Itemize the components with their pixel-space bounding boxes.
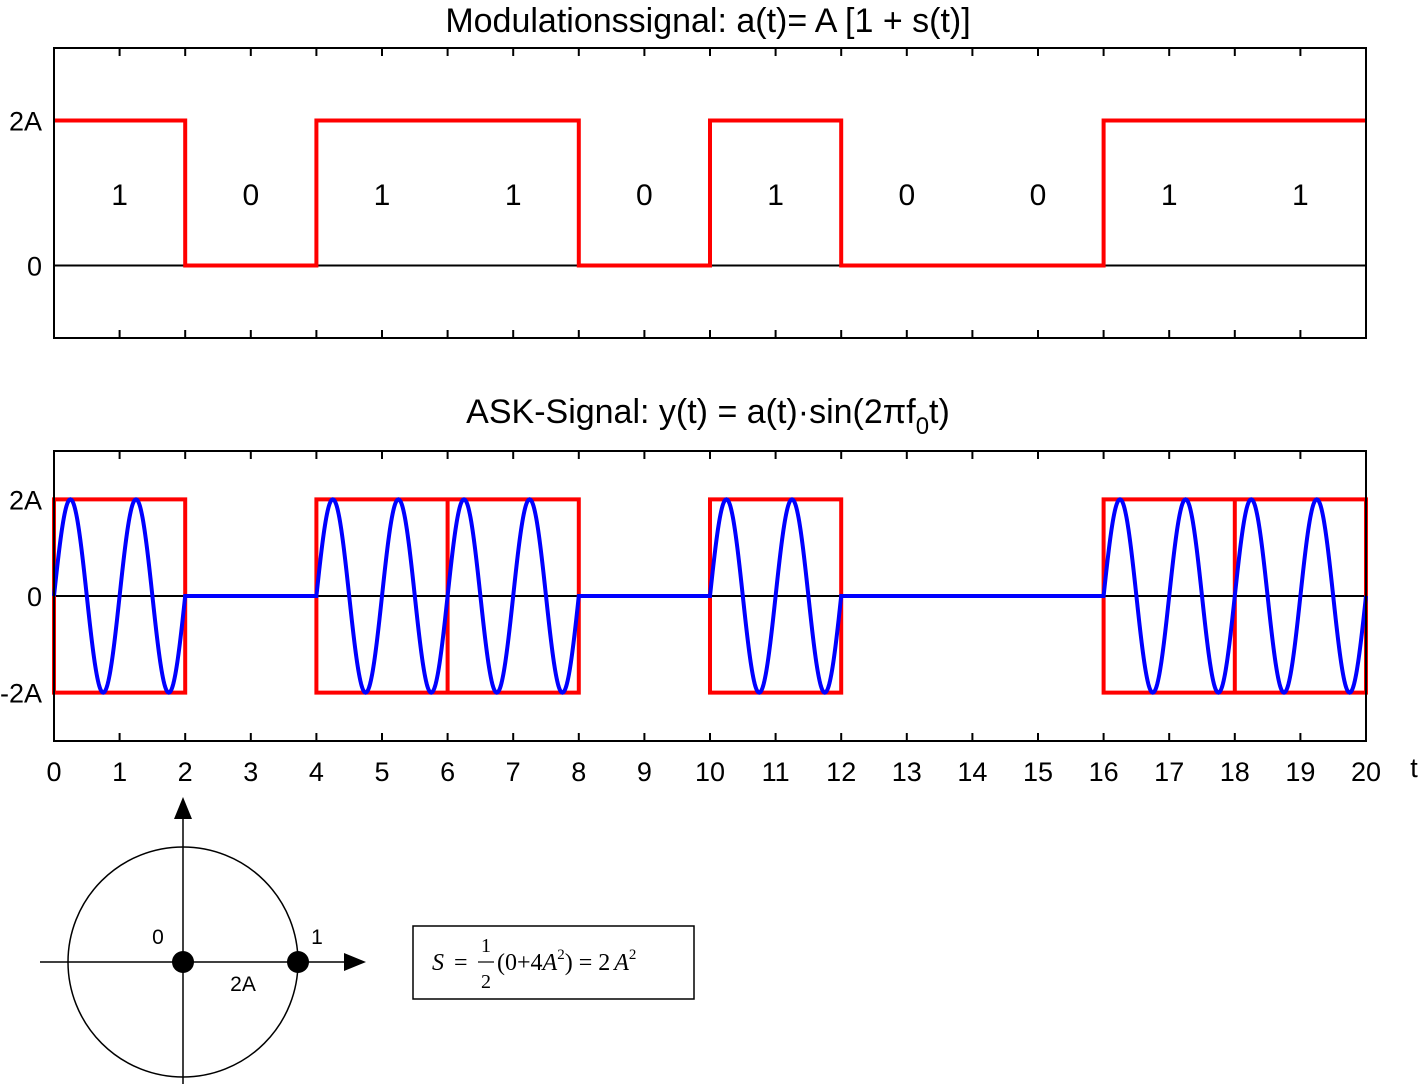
bottom-chart-title: ASK-Signal: y(t) = a(t)·sin(2πf0t): [466, 393, 950, 440]
modulation-signal-chart: 1 0 1 1 0 1 0 0 1 1 2A 0: [9, 47, 1367, 339]
formula-rhs-a: A: [612, 950, 629, 976]
point-1-label: 1: [311, 926, 323, 949]
x-tick-label-20: 20: [1351, 757, 1381, 787]
x-tick-label-14: 14: [957, 757, 987, 787]
real-axis-arrowhead: [344, 953, 366, 971]
x-tick-label-13: 13: [892, 757, 922, 787]
x-tick-label-2: 2: [178, 757, 193, 787]
x-tick-label-0: 0: [46, 757, 61, 787]
constellation-point-1: [287, 951, 309, 973]
top-plot-frame: [53, 47, 1367, 339]
formula-paren-close: ): [565, 950, 573, 976]
formula-rhs-sup: 2: [629, 947, 637, 963]
ask-carrier-line: [52, 497, 1368, 695]
formula-a: A: [541, 950, 558, 976]
x-tick-label-1: 1: [112, 757, 127, 787]
top-axis-ticks: [53, 48, 1367, 338]
x-tick-label-9: 9: [637, 757, 652, 787]
bottom-title-subscript: 0: [916, 413, 929, 440]
x-tick-label-17: 17: [1154, 757, 1184, 787]
bit-label-1: 0: [242, 179, 259, 212]
bit-label-7: 0: [1030, 179, 1047, 212]
top-y-tick-labels: 2A 0: [9, 107, 42, 282]
formula-sup: 2: [557, 947, 565, 963]
bottom-y-tick-label-2: -2A: [0, 679, 42, 709]
bottom-plot-frame: [53, 450, 1367, 742]
power-formula: S = 1 2 (0+4A2) = 2 A2: [412, 925, 695, 1000]
formula-box-frame: [412, 925, 695, 1000]
bit-labels: 1 0 1 1 0 1 0 0 1 1: [111, 179, 1308, 212]
bottom-title-tail: t): [929, 393, 950, 431]
formula-equals: =: [454, 950, 468, 976]
x-tick-label-6: 6: [440, 757, 455, 787]
bottom-y-tick-labels: 2A 0 -2A: [0, 485, 42, 708]
distance-label: 2A: [230, 973, 256, 996]
top-y-tick-label-0: 2A: [9, 107, 42, 137]
x-tick-label-5: 5: [374, 757, 389, 787]
formula-paren-open: (0+4: [497, 950, 543, 976]
bit-label-2: 1: [374, 179, 391, 212]
bit-label-8: 1: [1161, 179, 1178, 212]
formula-lhs: S: [432, 950, 444, 976]
constellation-point-0: [172, 951, 194, 973]
bit-label-0: 1: [111, 179, 128, 212]
formula-rhs: 2: [598, 950, 610, 976]
modulation-signal-line: [54, 118, 1366, 268]
imag-axis-arrowhead: [174, 797, 192, 819]
formula-numerator: 1: [481, 935, 491, 957]
constellation-diagram: 0 1 2A: [40, 797, 366, 1084]
formula-paren: (0+4A2) = 2 A2: [497, 947, 636, 976]
x-tick-label-16: 16: [1089, 757, 1119, 787]
bottom-y-tick-label-0: 2A: [9, 485, 42, 515]
formula-equals-2: =: [579, 950, 593, 976]
x-tick-label-11: 11: [762, 757, 790, 787]
point-0-label: 0: [152, 926, 164, 949]
x-tick-label-19: 19: [1285, 757, 1315, 787]
formula-denominator: 2: [481, 971, 491, 993]
x-tick-label-3: 3: [243, 757, 258, 787]
x-tick-label-15: 15: [1023, 757, 1053, 787]
x-tick-label-4: 4: [309, 757, 324, 787]
x-tick-label-18: 18: [1220, 757, 1250, 787]
ask-envelope-line: [52, 497, 1368, 695]
x-axis-label: t: [1410, 753, 1418, 783]
bit-label-3: 1: [505, 179, 522, 212]
bit-label-4: 0: [636, 179, 653, 212]
bit-label-6: 0: [898, 179, 915, 212]
bit-label-5: 1: [767, 179, 784, 212]
ask-signal-chart: 2A0-2A 0 1 2 3 4 5 6 7 8 9 10 11 12 13 14 15 16 17 18 19 20 …: [0, 450, 1418, 787]
bottom-title-main: ASK-Signal: y(t) = a(t)·sin(2πf: [466, 393, 916, 431]
x-tick-label-7: 7: [506, 757, 521, 787]
top-chart-title: Modulationssignal: a(t)= A [1 + s(t)]: [445, 2, 970, 40]
top-y-tick-label-1: 0: [27, 252, 42, 282]
x-tick-labels: 0 1 2 3 4 5 6 7 8 9 10 11 12 13 14 15 16 17 18 19 20: [46, 757, 1381, 787]
bit-label-9: 1: [1292, 179, 1309, 212]
x-tick-label-10: 10: [695, 757, 725, 787]
bottom-y-tick-label-1: 0: [27, 582, 42, 612]
x-tick-label-8: 8: [571, 757, 586, 787]
x-tick-label-12: 12: [826, 757, 856, 787]
